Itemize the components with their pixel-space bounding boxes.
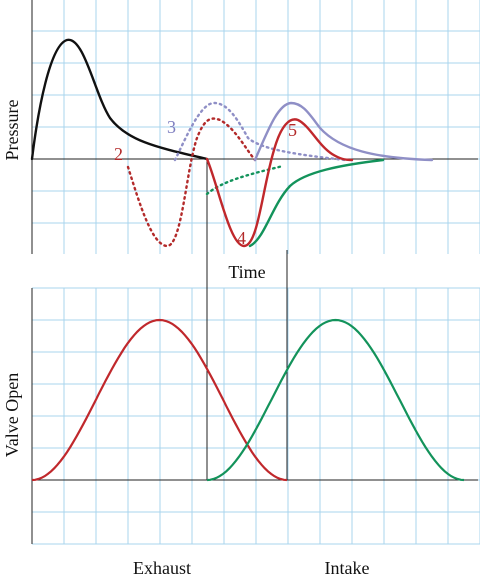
curve-marker-4: 4 bbox=[237, 228, 246, 248]
pressure-red-dotted-curve bbox=[126, 117, 257, 248]
valve-panel-grid bbox=[31, 287, 480, 545]
pressure-violet-dotted-curve bbox=[173, 101, 347, 162]
intake-label: Intake bbox=[325, 558, 370, 576]
pressure-green-dotted-curve bbox=[205, 164, 285, 196]
pressure-red-solid-curve bbox=[205, 118, 354, 248]
pressure-axis-label: Pressure bbox=[2, 100, 22, 161]
pressure-panel-grid bbox=[31, 0, 480, 254]
intake-valve-lift-curve bbox=[206, 318, 465, 482]
cylinder-pressure-black-curve bbox=[30, 38, 209, 161]
exhaust-label: Exhaust bbox=[133, 558, 191, 576]
valve-open-axis-label: Valve Open bbox=[2, 373, 22, 457]
curve-marker-2: 2 bbox=[114, 144, 123, 164]
exhaust-valve-lift-curve bbox=[31, 318, 288, 482]
pressure-violet-solid-curve bbox=[253, 101, 434, 162]
curve-marker-5: 5 bbox=[288, 120, 297, 140]
pressure-green-solid-curve bbox=[248, 158, 385, 248]
time-axis-label: Time bbox=[228, 262, 265, 282]
curve-marker-3: 3 bbox=[167, 117, 176, 137]
